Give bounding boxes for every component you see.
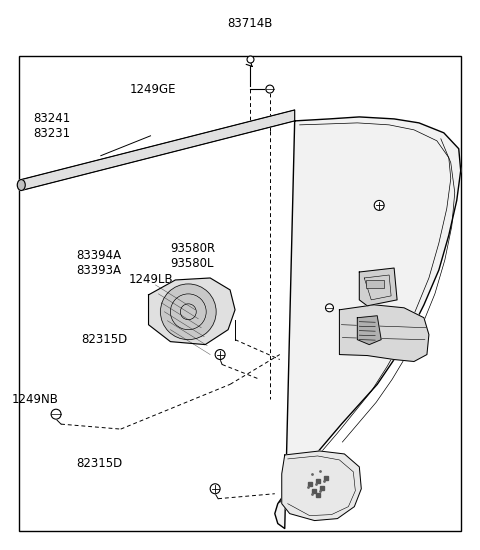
Text: 1249GE: 1249GE (130, 82, 176, 96)
Polygon shape (148, 278, 235, 345)
Text: 83241: 83241 (33, 112, 71, 125)
Text: 83394A: 83394A (76, 249, 121, 262)
Text: 82315D: 82315D (81, 333, 127, 346)
Bar (366, 280, 384, 288)
Text: 1249NB: 1249NB (12, 393, 58, 406)
Text: 93580L: 93580L (170, 256, 214, 270)
Text: 93580R: 93580R (170, 241, 216, 255)
Circle shape (210, 484, 220, 494)
Circle shape (160, 284, 216, 339)
Polygon shape (21, 110, 295, 190)
Text: 82315A: 82315A (318, 184, 363, 197)
Circle shape (215, 350, 225, 360)
Text: 83714B: 83714B (227, 17, 273, 30)
Circle shape (51, 409, 61, 419)
Polygon shape (357, 316, 381, 345)
Polygon shape (282, 451, 361, 520)
Circle shape (266, 85, 274, 93)
Polygon shape (360, 268, 397, 306)
Bar (19, 56, 461, 531)
Text: 83302: 83302 (360, 124, 396, 138)
Circle shape (325, 304, 334, 312)
Polygon shape (275, 117, 461, 529)
Text: 83393A: 83393A (76, 263, 121, 277)
Polygon shape (339, 305, 429, 361)
Text: 1249LB: 1249LB (129, 273, 173, 287)
Text: 82315D: 82315D (76, 458, 122, 470)
Text: 83231: 83231 (33, 127, 71, 140)
Ellipse shape (17, 179, 25, 190)
Text: 83301: 83301 (360, 139, 396, 152)
Circle shape (374, 200, 384, 211)
